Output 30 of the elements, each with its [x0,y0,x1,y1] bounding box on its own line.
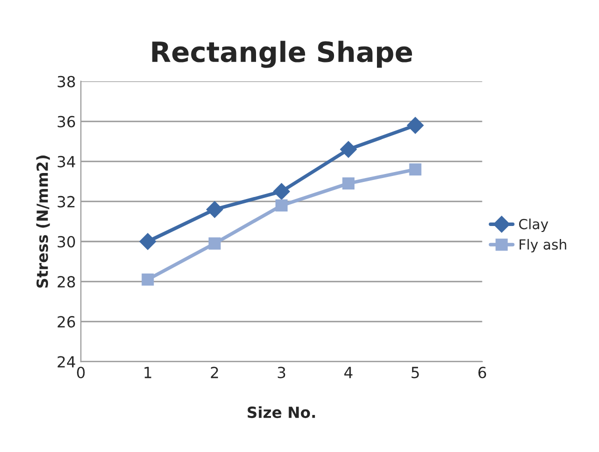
point [139,233,156,250]
point [406,117,424,134]
point [273,183,290,200]
x-tick-label: 6 [478,366,486,378]
point [340,141,357,158]
x-tick-label: 2 [210,366,218,378]
y-tick-label: 38 [58,76,75,88]
y-tick-label: 24 [58,356,76,368]
point [208,237,221,250]
point [206,201,224,218]
legend-label: Clay [519,218,548,232]
point [142,273,154,286]
y-tick-label: 26 [58,316,76,328]
y-tick-label: 36 [58,116,76,128]
y-tick-label: 32 [58,196,74,208]
x-tick-label: 3 [278,366,286,378]
x-tick-label: 4 [344,366,352,378]
x-tick-label: 0 [77,366,85,378]
legend-label: Fly ash [520,238,566,252]
y-axis-title: Stress (N/mm2) [36,156,50,288]
y-tick-label: 30 [58,236,75,248]
point [342,177,354,190]
x-tick-label: 5 [412,366,419,378]
y-tick-label: 28 [58,276,75,288]
x-axis-title: Size No. [248,406,315,418]
point [275,199,288,212]
x-tick-label: 1 [144,366,152,378]
point [409,163,422,176]
chart-title: Rectangle Shape [152,40,412,68]
y-tick-label: 34 [58,156,76,168]
